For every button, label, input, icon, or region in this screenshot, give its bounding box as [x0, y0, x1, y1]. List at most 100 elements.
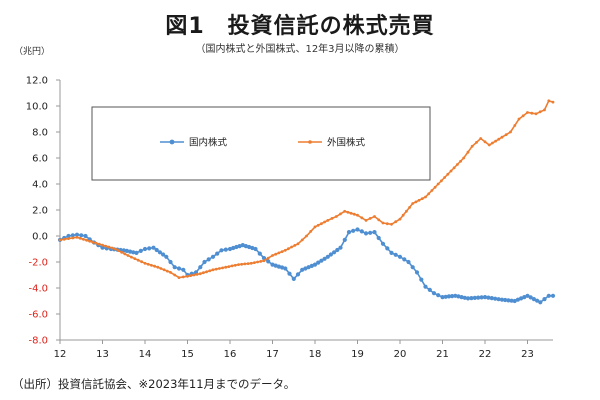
data-point	[456, 163, 459, 166]
data-point	[506, 298, 511, 303]
data-point	[198, 265, 203, 270]
data-point	[75, 235, 79, 239]
data-point	[173, 273, 177, 277]
data-point	[295, 272, 301, 277]
data-point	[270, 262, 275, 267]
data-point	[214, 267, 218, 271]
data-point	[192, 273, 196, 277]
data-point	[385, 246, 390, 251]
data-point	[328, 252, 333, 257]
data-point	[237, 263, 240, 266]
data-point	[309, 263, 314, 268]
y-axis-unit-label: （兆円）	[14, 47, 51, 57]
data-point	[443, 294, 448, 299]
data-point	[320, 222, 323, 226]
data-point	[195, 273, 199, 276]
x-tick-label: 23	[521, 349, 534, 360]
y-tick-label: 12.0	[26, 76, 48, 87]
data-point	[283, 248, 287, 252]
data-point	[469, 296, 474, 301]
data-point	[401, 213, 405, 217]
data-point	[504, 133, 508, 137]
data-point	[456, 294, 461, 299]
data-point	[70, 233, 75, 238]
data-point	[168, 259, 173, 265]
data-point	[423, 284, 428, 289]
data-point	[497, 137, 501, 141]
data-point	[372, 230, 377, 235]
data-point	[210, 254, 216, 259]
data-point	[414, 200, 418, 204]
data-point	[58, 238, 62, 242]
data-point	[394, 220, 398, 224]
data-point	[486, 295, 491, 300]
data-point	[381, 221, 385, 225]
data-point	[277, 251, 281, 255]
data-point	[240, 262, 244, 266]
data-point	[551, 100, 555, 104]
data-point	[202, 259, 207, 265]
data-point	[436, 182, 440, 186]
data-point	[449, 169, 453, 173]
data-point	[138, 248, 143, 253]
data-point	[287, 247, 290, 251]
data-point	[368, 217, 372, 220]
data-point	[459, 295, 464, 300]
data-point	[107, 245, 111, 249]
data-point	[305, 234, 308, 238]
data-point	[364, 219, 368, 222]
data-point	[522, 295, 527, 300]
data-point	[142, 246, 148, 252]
data-point	[312, 262, 318, 267]
data-point	[181, 267, 186, 272]
data-point	[128, 249, 133, 254]
data-point	[266, 256, 270, 260]
data-point	[202, 271, 205, 275]
data-point	[257, 251, 262, 256]
data-point	[542, 297, 547, 302]
data-point	[368, 230, 373, 235]
x-tick-label: 20	[394, 349, 407, 360]
data-point	[126, 254, 130, 257]
data-point	[82, 237, 85, 241]
data-point	[452, 166, 456, 170]
data-point	[169, 271, 172, 274]
data-point	[342, 237, 347, 242]
data-point	[172, 265, 177, 270]
data-point	[402, 257, 407, 262]
y-tick-label: 10.0	[26, 102, 48, 113]
data-point	[140, 260, 144, 264]
legend-swatch-marker	[308, 140, 312, 144]
data-point	[211, 268, 215, 272]
x-tick-label: 14	[139, 349, 152, 360]
data-point	[291, 276, 296, 281]
data-point	[79, 233, 84, 238]
data-point	[231, 245, 236, 251]
data-point	[290, 245, 293, 249]
data-point	[356, 213, 359, 217]
data-point	[230, 264, 234, 268]
data-point	[100, 245, 105, 250]
data-point	[419, 277, 424, 282]
data-point	[283, 266, 288, 271]
data-point	[534, 112, 538, 116]
data-point	[309, 230, 313, 233]
data-point	[74, 232, 80, 237]
y-tick-label: 6.0	[32, 154, 48, 165]
data-point	[431, 291, 437, 296]
data-point	[287, 271, 292, 276]
data-point	[496, 297, 501, 302]
data-point	[147, 246, 152, 251]
data-point	[538, 300, 543, 305]
data-point	[243, 262, 247, 266]
data-point	[234, 244, 239, 250]
data-point	[66, 233, 71, 239]
data-point	[303, 266, 308, 271]
data-point	[123, 252, 127, 256]
series-domestic-stocks	[57, 227, 556, 305]
data-point	[206, 257, 211, 262]
data-point	[466, 150, 470, 154]
data-point	[250, 245, 255, 251]
data-point	[162, 268, 166, 272]
data-point	[408, 206, 411, 209]
